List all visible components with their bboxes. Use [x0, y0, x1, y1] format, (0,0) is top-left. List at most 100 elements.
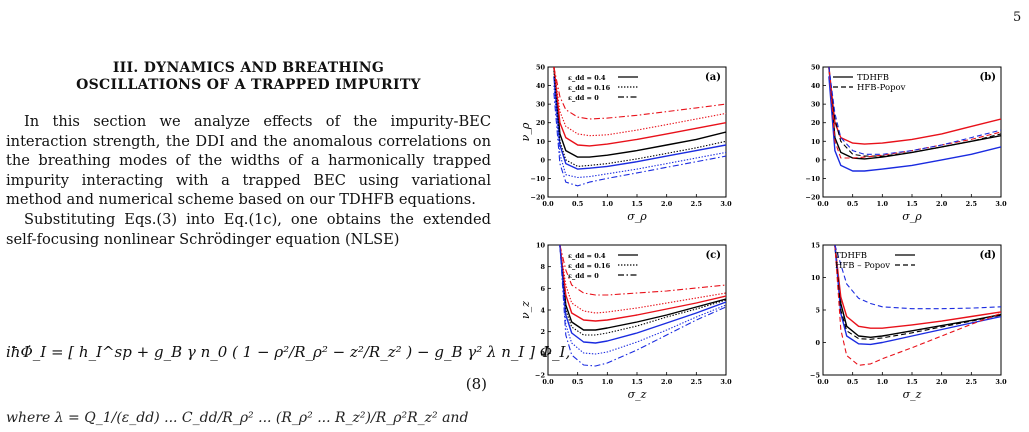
x-tick-label: 0.5 — [847, 378, 859, 386]
x-tick-label: 1.0 — [602, 378, 614, 386]
paragraph-intro: In this section we analyze effects of th… — [6, 113, 491, 209]
x-axis-label: σ_z — [628, 388, 647, 401]
y-axis-label: ν_ρ — [520, 122, 532, 141]
x-tick-label: 2.0 — [936, 378, 948, 386]
x-tick-label: 2.5 — [691, 378, 703, 386]
y-tick-label: 0 — [815, 156, 820, 164]
x-tick-label: 0.5 — [572, 378, 584, 386]
y-tick-label: 40 — [536, 82, 546, 90]
series-line — [559, 245, 726, 367]
x-tick-label: 1.5 — [631, 378, 643, 386]
series-line — [553, 85, 726, 179]
y-tick-label: 6 — [540, 285, 545, 293]
legend-label: ε_dd = 0 — [568, 94, 599, 102]
legend-label: HFB – Popov — [835, 261, 890, 271]
y-tick-label: 30 — [811, 101, 821, 109]
legend-label: ε_dd = 0.4 — [568, 252, 606, 260]
series-line — [834, 245, 1001, 329]
panel-3: 10 8 6 4 2 0 −20.0 0.5 1.0 1.5 2.0 2.5 3.0 σ_z ν_z (c) ε… — [520, 242, 732, 402]
y-tick-label: 10 — [536, 138, 546, 146]
panel-2: 50 40 30 20 10 0 −10 −200.0 0.5 1.0 1.5 2.0 2.5 3.0 σ_… — [806, 64, 1008, 224]
y-tick-label: −5 — [810, 372, 820, 380]
x-tick-label: 1.5 — [906, 378, 918, 386]
panel-label: (b) — [980, 72, 996, 83]
x-axis-label: σ_ρ — [902, 210, 922, 223]
y-tick-label: 5 — [815, 307, 820, 315]
cut-off-line: where λ = Q_1/(ε_dd) ... C_dd/R_ρ² ... (… — [6, 410, 469, 426]
series-line — [553, 67, 726, 147]
y-tick-label: 0 — [540, 350, 545, 358]
x-axis-label: σ_ρ — [627, 210, 647, 223]
x-tick-label: 3.0 — [995, 378, 1007, 386]
series-line — [553, 76, 726, 170]
y-tick-label: 2 — [540, 328, 545, 336]
equation-8: iħΦ̇_I = [ h_I^sp + g_B γ n_0 ( 1 − ρ²/R… — [6, 335, 570, 393]
series-line — [559, 245, 726, 336]
y-tick-label: 30 — [536, 101, 546, 109]
legend-label: ε_dd = 0 — [568, 272, 599, 280]
series-line — [834, 245, 1001, 346]
y-tick-label: 10 — [811, 274, 821, 282]
legend-label: TDHFB — [835, 251, 867, 261]
legend-label: HFB-Popov — [857, 83, 906, 93]
y-tick-label: 10 — [811, 138, 821, 146]
series-line — [553, 67, 726, 158]
x-tick-label: 1.0 — [877, 200, 889, 208]
panel-label: (d) — [980, 250, 996, 261]
x-tick-label: 2.0 — [661, 378, 673, 386]
x-axis-label: σ_z — [903, 388, 922, 401]
y-tick-label: −2 — [535, 372, 545, 380]
x-tick-label: 0.0 — [542, 200, 554, 208]
y-tick-label: 4 — [540, 307, 545, 315]
series-line — [553, 67, 726, 120]
y-tick-label: 20 — [536, 119, 546, 127]
text-column: III. DYNAMICS AND BREATHING OSCILLATIONS… — [6, 60, 491, 249]
y-tick-label: 40 — [811, 82, 821, 90]
series-line — [828, 67, 1001, 160]
y-tick-label: −20 — [531, 194, 546, 202]
x-tick-label: 1.0 — [877, 378, 889, 386]
series-line — [559, 245, 726, 344]
series-line — [834, 245, 1001, 338]
panel-4: 15 10 5 0 −50.0 0.5 1.0 1.5 2.0 2.5 3.0 σ_z (d) TDHFB… — [810, 242, 1007, 402]
x-tick-label: 1.0 — [602, 200, 614, 208]
equation-number: (8) — [465, 375, 487, 393]
x-tick-label: 3.0 — [995, 200, 1007, 208]
series-line — [559, 245, 726, 331]
section-heading-line2: OSCILLATIONS OF A TRAPPED IMPURITY — [76, 77, 421, 93]
series-line — [559, 245, 726, 322]
paragraph-substitution: Substituting Eqs.(3) into Eq.(1c), one o… — [6, 210, 491, 248]
x-tick-label: 0.5 — [572, 200, 584, 208]
x-tick-label: 2.5 — [691, 200, 703, 208]
series-line — [834, 245, 1001, 340]
series-line — [828, 67, 1001, 145]
series-line — [559, 245, 726, 296]
y-axis-label: ν_z — [520, 301, 532, 319]
y-tick-label: 50 — [811, 64, 821, 72]
x-tick-label: 2.5 — [966, 378, 978, 386]
x-tick-label: 2.5 — [966, 200, 978, 208]
x-tick-label: 2.0 — [661, 200, 673, 208]
x-tick-label: 0.5 — [847, 200, 859, 208]
x-tick-label: 3.0 — [720, 200, 732, 208]
x-tick-label: 0.0 — [542, 378, 554, 386]
page-number: 5 — [1013, 10, 1022, 25]
series-line — [828, 67, 1001, 159]
section-heading: III. DYNAMICS AND BREATHING OSCILLATIONS… — [6, 60, 491, 94]
section-heading-line1: III. DYNAMICS AND BREATHING — [112, 60, 385, 76]
legend-label: ε_dd = 0.16 — [568, 84, 611, 92]
series-line — [553, 67, 726, 137]
y-tick-label: −10 — [531, 175, 546, 183]
y-tick-label: 15 — [811, 242, 821, 250]
legend-label: ε_dd = 0.16 — [568, 262, 611, 270]
series-line — [559, 245, 726, 355]
series-line — [834, 245, 1001, 366]
x-tick-label: 2.0 — [936, 200, 948, 208]
x-tick-label: 3.0 — [720, 378, 732, 386]
y-tick-label: 8 — [540, 263, 545, 271]
y-tick-label: 20 — [811, 119, 821, 127]
y-tick-label: 0 — [815, 339, 820, 347]
legend-label: ε_dd = 0.4 — [568, 74, 606, 82]
panel-1: 50 40 30 20 10 0 −10 −200.0 0.5 1.0 1.5 2.0 2.5 3.0 σ_… — [520, 64, 732, 224]
